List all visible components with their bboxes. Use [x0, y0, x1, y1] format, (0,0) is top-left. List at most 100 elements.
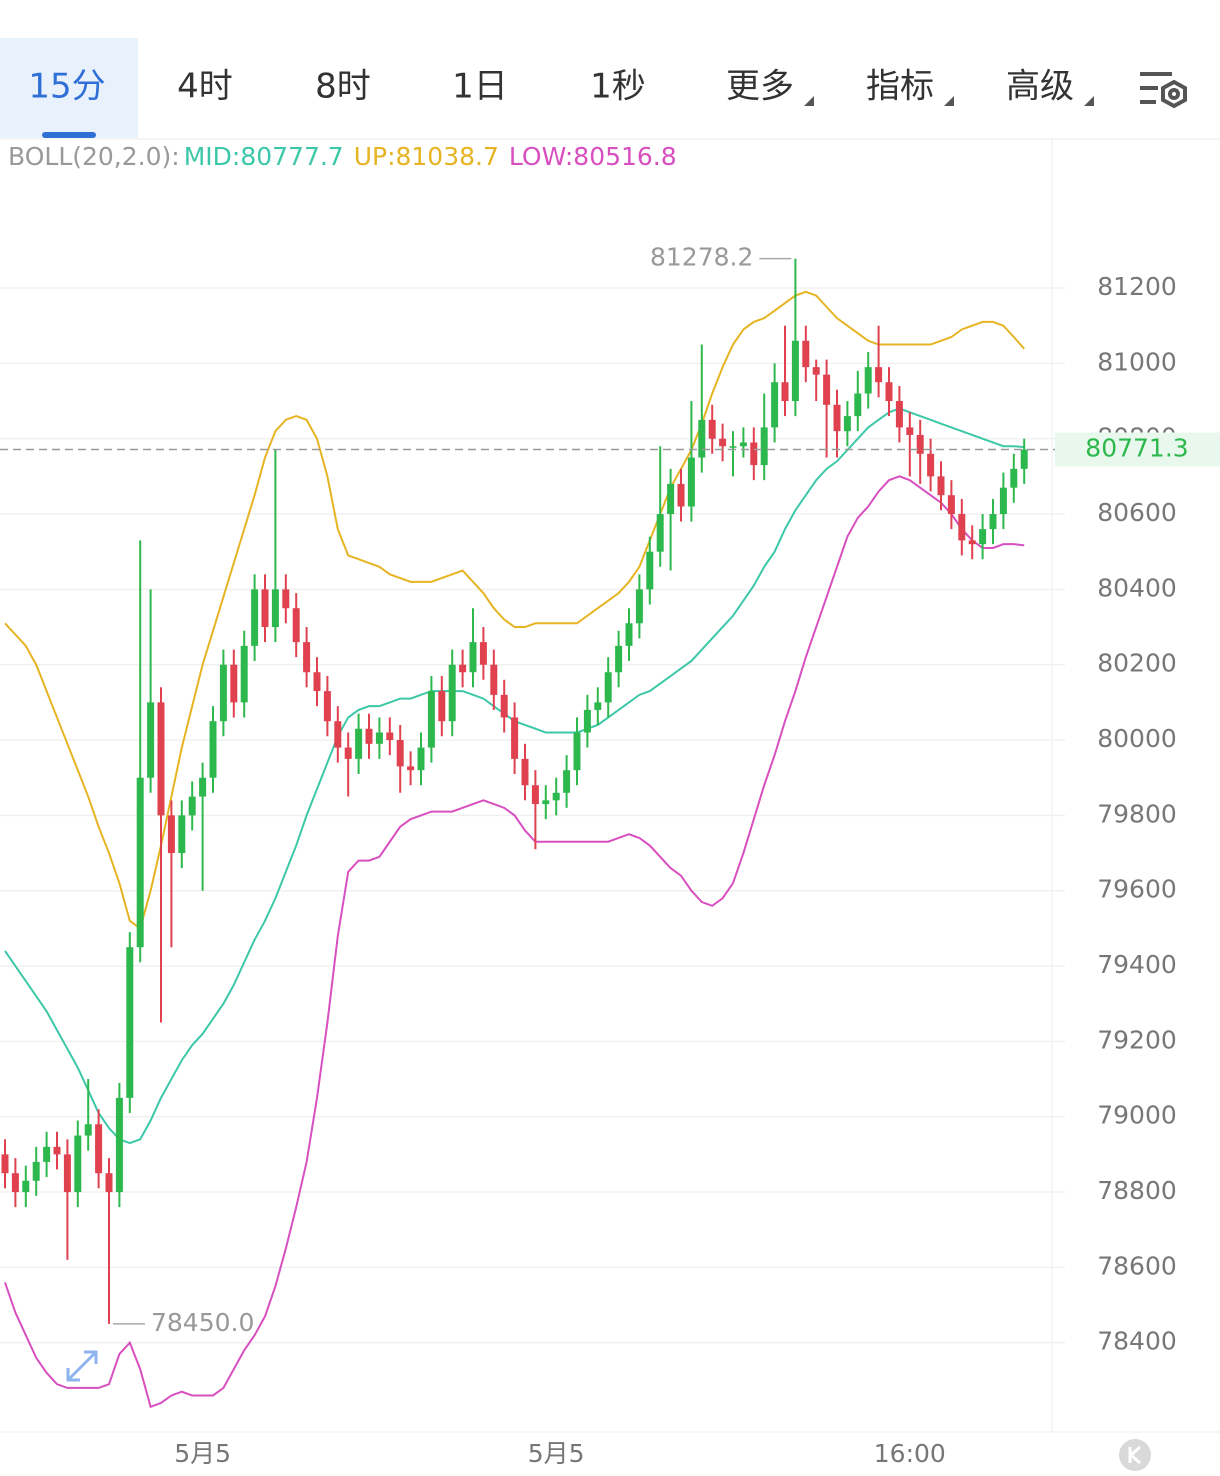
tab[interactable]: 15分: [28, 67, 105, 107]
candle-body: [292, 608, 300, 643]
tab[interactable]: 更多: [726, 67, 794, 107]
legend: BOLL(20,2.0): MID:80777.7 UP:81038.7 LOW:80…: [8, 142, 677, 171]
candle-body: [178, 815, 186, 854]
candle-body: [635, 589, 643, 624]
candle-body: [209, 721, 217, 778]
candle-body: [656, 514, 664, 552]
candle-body: [583, 709, 591, 733]
candle-body: [84, 1124, 92, 1136]
y-tick-label: 79600: [1097, 875, 1177, 904]
candle-body: [604, 672, 612, 703]
candle-body: [188, 796, 196, 816]
candle-body: [251, 589, 259, 646]
dropdown-arrow: [944, 96, 954, 106]
tab[interactable]: 高级: [1006, 67, 1074, 107]
candle-body: [615, 645, 623, 673]
candle-body: [864, 367, 872, 394]
dropdown-arrow: [804, 96, 814, 106]
candle-body: [74, 1135, 82, 1193]
settings-icon[interactable]: [1140, 72, 1187, 109]
y-tick-label: 79000: [1097, 1101, 1177, 1130]
candle-body: [552, 792, 560, 801]
y-tick-label: 79200: [1097, 1025, 1177, 1054]
candle-body: [760, 427, 768, 466]
candle-body: [344, 747, 352, 759]
candle-body: [313, 672, 321, 692]
active-tab-underline: [42, 132, 96, 138]
candle-body: [968, 540, 976, 545]
candle-body: [427, 691, 435, 748]
tab[interactable]: 1秒: [590, 67, 646, 107]
candle-body: [521, 758, 529, 786]
candle-body: [1020, 449, 1028, 469]
candle-body: [375, 732, 383, 744]
y-tick-label: 78400: [1097, 1327, 1177, 1356]
candle-body: [136, 777, 144, 948]
candle-body: [417, 747, 425, 771]
candle-body: [240, 645, 248, 703]
y-tick-label: 80000: [1097, 724, 1177, 753]
tab[interactable]: 指标: [866, 67, 934, 107]
candle-body: [594, 702, 602, 710]
candle-body: [126, 947, 134, 1098]
candle-body: [95, 1124, 103, 1174]
candle-body: [812, 367, 820, 375]
candle-body: [875, 367, 883, 383]
candle-body: [271, 589, 279, 628]
candle-body: [958, 514, 966, 541]
candle-body: [937, 476, 945, 496]
candle-body: [469, 642, 477, 673]
y-tick-label: 80400: [1097, 573, 1177, 602]
candle-body: [43, 1146, 51, 1162]
tab[interactable]: 1日: [452, 67, 508, 107]
candle-body: [219, 664, 227, 722]
dropdown-arrow: [1084, 96, 1094, 106]
candle-body: [1, 1154, 9, 1174]
last-price-label: 80771.3: [1085, 434, 1188, 463]
candle-body: [729, 446, 737, 448]
candle-body: [479, 642, 487, 665]
candle-body: [490, 664, 498, 695]
expand-icon[interactable]: [66, 1350, 98, 1382]
k-badge[interactable]: [1119, 1439, 1151, 1471]
candle-body: [282, 589, 290, 609]
candle-body: [167, 815, 175, 854]
band-line: [4, 475, 1025, 1409]
tab[interactable]: 4时: [177, 67, 233, 107]
candle-body: [791, 340, 799, 402]
candle-body: [833, 404, 841, 432]
y-tick-label: 79400: [1097, 950, 1177, 979]
candle-body: [438, 691, 446, 722]
candle-body: [53, 1146, 61, 1155]
candle-body: [708, 419, 716, 439]
x-tick-label: 16:00: [874, 1439, 946, 1468]
candle-body: [781, 382, 789, 402]
tab[interactable]: 8时: [315, 67, 371, 107]
x-tick-label: 5月5: [528, 1439, 585, 1468]
candle-body: [979, 529, 987, 545]
candle-body: [500, 694, 508, 718]
legend-entry: BOLL(20,2.0):: [8, 142, 180, 171]
y-tick-label: 81000: [1097, 347, 1177, 376]
candle-body: [698, 419, 706, 458]
candle-body: [386, 732, 394, 741]
candle-body: [854, 393, 862, 417]
candle-body: [396, 740, 404, 767]
candle-body: [32, 1161, 40, 1181]
y-tick-label: 80200: [1097, 649, 1177, 678]
candle-body: [323, 691, 331, 722]
candle-body: [11, 1173, 19, 1193]
y-tick-label: 78800: [1097, 1176, 1177, 1205]
candle-body: [261, 589, 269, 628]
candle-body: [334, 721, 342, 748]
candle-body: [625, 623, 633, 646]
candle-body: [459, 664, 467, 673]
candle-body: [823, 374, 831, 405]
candle-body: [563, 770, 571, 793]
y-tick-label: 79800: [1097, 799, 1177, 828]
candle-body: [22, 1180, 30, 1193]
candle-body: [947, 495, 955, 515]
candle-body: [105, 1173, 113, 1193]
band-line: [4, 290, 1025, 931]
candle-body: [407, 766, 415, 771]
